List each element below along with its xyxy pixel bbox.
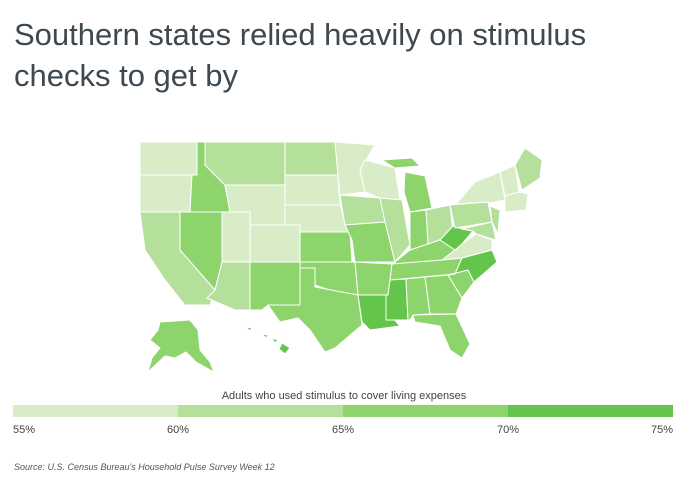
state: [441, 233, 493, 261]
state: [267, 267, 363, 353]
state: [139, 174, 193, 213]
state: [245, 326, 291, 355]
state: [424, 274, 463, 315]
state: [221, 211, 251, 263]
state: [514, 147, 543, 191]
legend-tick-label: 65%: [332, 424, 354, 436]
state: [249, 224, 301, 263]
state: [381, 157, 433, 213]
state: [344, 221, 396, 263]
legend-tick-label: 75%: [651, 424, 673, 436]
state: [284, 174, 341, 206]
state: [147, 319, 215, 373]
state: [412, 313, 471, 359]
state: [385, 278, 409, 321]
state: [461, 221, 497, 241]
state: [354, 261, 393, 296]
legend-swatch: [13, 405, 178, 417]
state: [409, 209, 429, 251]
legend-swatch: [508, 405, 673, 417]
state: [504, 191, 529, 213]
legend-title: Adults who used stimulus to cover living…: [222, 390, 467, 402]
state: [249, 261, 301, 311]
legend: 55% 60% 65% 70% 75%: [13, 405, 673, 436]
legend-swatch: [343, 405, 508, 417]
state: [455, 171, 506, 205]
legend-tick-label: 60%: [167, 424, 189, 436]
state: [299, 231, 353, 263]
legend-tick-label: 55%: [13, 424, 35, 436]
state: [284, 141, 339, 176]
legend-tick-label: 70%: [497, 424, 519, 436]
states: [139, 141, 543, 373]
state: [339, 194, 386, 226]
state: [379, 197, 411, 263]
state: [489, 205, 501, 235]
source: Source: U.S. Census Bureau's Household P…: [14, 462, 275, 472]
legend-swatch: [178, 405, 343, 417]
title: Southern states relied heavily on stimul…: [14, 17, 587, 93]
state: [139, 141, 198, 176]
